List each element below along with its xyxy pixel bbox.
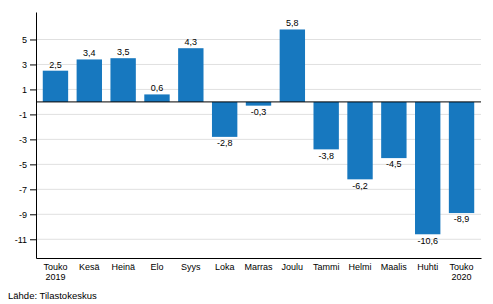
y-tick-label: -7 xyxy=(19,185,27,195)
source-note: Lähde: Tilastokeskus xyxy=(8,290,97,301)
bar xyxy=(110,58,135,102)
bar xyxy=(178,48,203,102)
data-label: 4,3 xyxy=(185,37,198,47)
y-tick-label: -3 xyxy=(19,135,27,145)
data-label: -0,3 xyxy=(251,107,267,117)
plot: -11-9-7-5-3-1135Touko2019KesäHeinäEloSyy… xyxy=(15,13,482,283)
data-label: 3,5 xyxy=(117,47,130,57)
data-label: 5,8 xyxy=(286,18,299,28)
x-tick: Syys xyxy=(181,262,201,272)
y-tick-label: -5 xyxy=(19,160,27,170)
y-tick-mark xyxy=(30,139,36,140)
y-axis-line xyxy=(36,13,37,259)
y-tick: -9 xyxy=(19,210,36,220)
x-tick: Tammi xyxy=(313,262,340,272)
bar xyxy=(381,102,406,158)
grid-line xyxy=(36,239,481,240)
grid-line xyxy=(36,39,481,40)
x-tick: Loka xyxy=(215,262,235,272)
x-tick: Joulu xyxy=(282,262,304,272)
data-label: -10,6 xyxy=(417,236,438,246)
y-tick-label: -1 xyxy=(19,110,27,120)
x-tick-label: Helmi xyxy=(349,262,372,272)
y-tick-mark xyxy=(30,239,36,240)
x-tick: Heinä xyxy=(111,262,135,272)
x-tick: Elo xyxy=(150,262,163,272)
y-axis: -11-9-7-5-3-1135 xyxy=(15,13,37,259)
y-tick-mark xyxy=(30,164,36,165)
grid-line xyxy=(36,64,481,65)
bar xyxy=(415,102,440,234)
y-tick: 3 xyxy=(22,60,36,70)
grid-line xyxy=(36,214,481,215)
grid-line xyxy=(36,89,481,90)
y-tick-label: 3 xyxy=(22,60,27,70)
x-tick-label: Huhti xyxy=(417,262,438,272)
y-tick: -5 xyxy=(19,160,36,170)
y-tick: -3 xyxy=(19,135,36,145)
grid-line xyxy=(36,189,481,190)
y-tick-label: 1 xyxy=(22,85,27,95)
y-tick-mark xyxy=(30,39,36,40)
x-tick-label: Tammi xyxy=(313,262,340,272)
bar xyxy=(77,59,102,101)
x-tick-label: Elo xyxy=(150,262,163,272)
grid-line xyxy=(36,139,481,140)
x-tick: Helmi xyxy=(349,262,372,272)
y-tick: -11 xyxy=(15,235,36,245)
y-tick-mark xyxy=(30,189,36,190)
y-tick-mark xyxy=(30,89,36,90)
x-tick-label: Marras xyxy=(244,262,273,272)
x-tick: Touko2019 xyxy=(43,262,67,282)
bar xyxy=(347,102,372,179)
bar xyxy=(212,102,237,137)
x-tick: Maalis xyxy=(381,262,408,272)
bar xyxy=(449,102,474,213)
y-tick-mark xyxy=(30,64,36,65)
x-tick: Touko2020 xyxy=(450,262,474,282)
y-tick: -7 xyxy=(19,185,36,195)
x-axis: Touko2019 Kesä Heinä Elo Syys Loka Marras Joulu… xyxy=(37,259,482,283)
x-axis-line xyxy=(37,258,482,259)
bar xyxy=(280,29,305,101)
data-label: 3,4 xyxy=(83,48,96,58)
x-tick: Marras xyxy=(244,262,273,272)
x-tick-label: Heinä xyxy=(111,262,135,272)
x-tick: Huhti xyxy=(417,262,438,272)
data-label: -2,8 xyxy=(217,138,233,148)
bar xyxy=(246,102,271,106)
y-tick-mark xyxy=(30,214,36,215)
chart: -11-9-7-5-3-1135Touko2019KesäHeinäEloSyy… xyxy=(0,0,493,304)
bar xyxy=(43,71,68,102)
bars xyxy=(43,29,474,234)
zero-line xyxy=(36,101,481,102)
data-label: -8,9 xyxy=(454,214,470,224)
x-tick-label: Loka xyxy=(215,262,235,272)
x-tick-label: Touko2020 xyxy=(450,262,474,282)
data-labels: 2,5 3,4 3,5 0,6 4,3 -2,8 -0,3 5,8 -3,8 -6,2 -4,5 -1… xyxy=(49,18,469,245)
data-label: -6,2 xyxy=(352,181,368,191)
grid xyxy=(36,39,481,239)
data-label: -3,8 xyxy=(318,151,334,161)
x-tick-label: Joulu xyxy=(282,262,304,272)
x-tick-label: Syys xyxy=(181,262,201,272)
bar xyxy=(144,94,169,101)
y-tick-mark xyxy=(30,114,36,115)
x-tick-label: Touko2019 xyxy=(43,262,67,282)
y-tick-label: -9 xyxy=(19,210,27,220)
data-label: 2,5 xyxy=(49,60,62,70)
y-tick: 5 xyxy=(22,35,36,45)
y-tick: -1 xyxy=(19,110,36,120)
y-tick-label: -11 xyxy=(15,235,27,245)
grid-line xyxy=(36,164,481,165)
data-label: -4,5 xyxy=(386,159,402,169)
data-label: 0,6 xyxy=(151,83,164,93)
y-tick: 1 xyxy=(22,85,36,95)
x-tick-label: Kesä xyxy=(79,262,100,272)
x-tick-label: Maalis xyxy=(381,262,408,272)
bar xyxy=(313,102,338,149)
y-tick-label: 5 xyxy=(22,35,27,45)
x-tick: Kesä xyxy=(79,262,100,272)
